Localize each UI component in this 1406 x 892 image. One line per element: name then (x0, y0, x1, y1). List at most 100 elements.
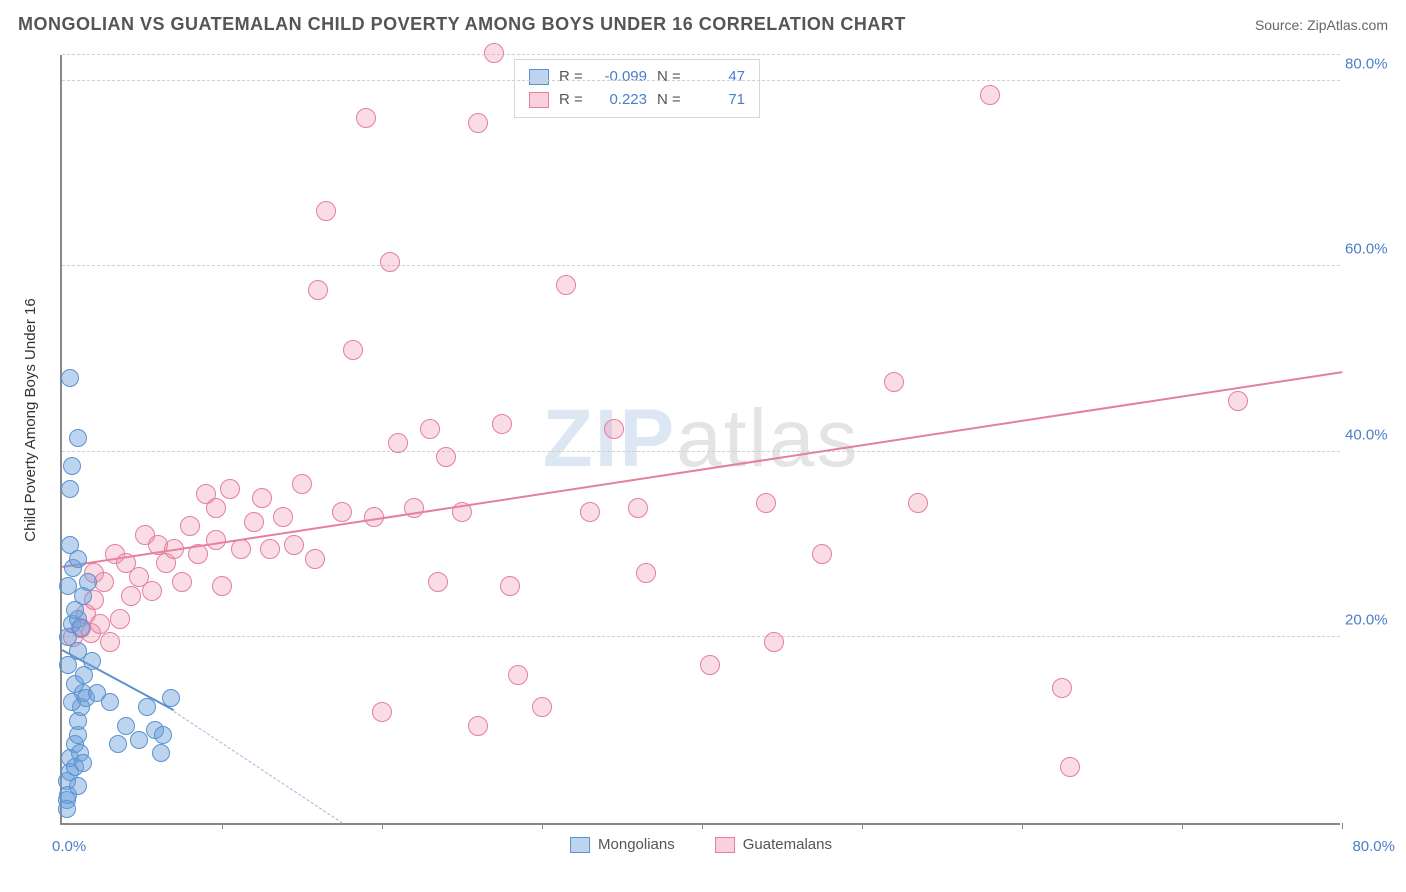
data-point (69, 429, 87, 447)
data-point (100, 632, 120, 652)
data-point (492, 414, 512, 434)
data-point (61, 480, 79, 498)
y-tick-label: 40.0% (1345, 426, 1400, 443)
data-point (273, 507, 293, 527)
x-tick (1182, 823, 1183, 829)
data-point (206, 530, 226, 550)
data-point (72, 619, 90, 637)
y-tick-label: 80.0% (1345, 55, 1400, 72)
watermark: ZIPatlas (543, 392, 860, 486)
gridline (62, 265, 1340, 266)
data-point (468, 113, 488, 133)
swatch-pink-icon (529, 92, 549, 108)
chart-header: MONGOLIAN VS GUATEMALAN CHILD POVERTY AM… (18, 14, 1388, 35)
y-tick-label: 60.0% (1345, 241, 1400, 258)
data-point (1228, 391, 1248, 411)
source-label: Source: (1255, 17, 1303, 33)
data-point (908, 493, 928, 513)
swatch-blue-icon (570, 837, 590, 853)
data-point (380, 252, 400, 272)
data-point (94, 572, 114, 592)
data-point (420, 419, 440, 439)
data-point (1060, 757, 1080, 777)
data-point (164, 539, 184, 559)
data-point (260, 539, 280, 559)
legend-label-mongolians: Mongolians (598, 836, 675, 853)
scatter-chart: ZIPatlas R = -0.099 N = 47 R = 0.223 N =… (60, 55, 1340, 825)
x-tick (222, 823, 223, 829)
legend-label-guatemalans: Guatemalans (743, 836, 832, 853)
data-point (636, 563, 656, 583)
data-point (69, 550, 87, 568)
data-point (61, 369, 79, 387)
data-point (220, 479, 240, 499)
x-axis-origin-label: 0.0% (52, 838, 86, 855)
data-point (231, 539, 251, 559)
x-tick (1022, 823, 1023, 829)
x-tick (862, 823, 863, 829)
x-tick (382, 823, 383, 829)
trend-line (62, 371, 1342, 568)
data-point (83, 652, 101, 670)
source-link[interactable]: ZipAtlas.com (1307, 17, 1388, 33)
data-point (172, 572, 192, 592)
data-point (764, 632, 784, 652)
n-value-mongolians: 47 (695, 66, 745, 89)
data-point (244, 512, 264, 532)
data-point (284, 535, 304, 555)
data-point (980, 85, 1000, 105)
data-point (756, 493, 776, 513)
data-point (484, 43, 504, 63)
data-point (468, 716, 488, 736)
data-point (700, 655, 720, 675)
data-point (101, 693, 119, 711)
data-point (343, 340, 363, 360)
data-point (152, 744, 170, 762)
legend-row-mongolians: R = -0.099 N = 47 (529, 66, 745, 89)
data-point (332, 502, 352, 522)
data-point (604, 419, 624, 439)
data-point (532, 697, 552, 717)
data-point (130, 731, 148, 749)
data-point (90, 614, 110, 634)
n-value-guatemalans: 71 (695, 89, 745, 112)
data-point (308, 280, 328, 300)
legend-row-guatemalans: R = 0.223 N = 71 (529, 89, 745, 112)
data-point (252, 488, 272, 508)
data-point (404, 498, 424, 518)
x-tick (702, 823, 703, 829)
n-label: N = (657, 66, 685, 89)
data-point (138, 698, 156, 716)
y-tick-label: 20.0% (1345, 612, 1400, 629)
legend-item-mongolians: Mongolians (570, 836, 675, 853)
data-point (556, 275, 576, 295)
swatch-blue-icon (529, 69, 549, 85)
x-tick (1342, 823, 1343, 829)
data-point (372, 702, 392, 722)
gridline (62, 451, 1340, 452)
trend-line-dashed (174, 711, 343, 823)
series-legend: Mongolians Guatemalans (570, 836, 832, 853)
gridline (62, 636, 1340, 637)
r-value-mongolians: -0.099 (597, 66, 647, 89)
data-point (188, 544, 208, 564)
data-point (154, 726, 172, 744)
x-tick (542, 823, 543, 829)
data-point (206, 498, 226, 518)
chart-title: MONGOLIAN VS GUATEMALAN CHILD POVERTY AM… (18, 14, 906, 35)
data-point (812, 544, 832, 564)
source-citation: Source: ZipAtlas.com (1255, 17, 1388, 33)
data-point (142, 581, 162, 601)
data-point (388, 433, 408, 453)
data-point (292, 474, 312, 494)
r-label: R = (559, 66, 587, 89)
gridline (62, 54, 1340, 55)
data-point (63, 457, 81, 475)
data-point (109, 735, 127, 753)
data-point (59, 577, 77, 595)
data-point (110, 609, 130, 629)
n-label: N = (657, 89, 685, 112)
data-point (356, 108, 376, 128)
data-point (884, 372, 904, 392)
data-point (121, 586, 141, 606)
